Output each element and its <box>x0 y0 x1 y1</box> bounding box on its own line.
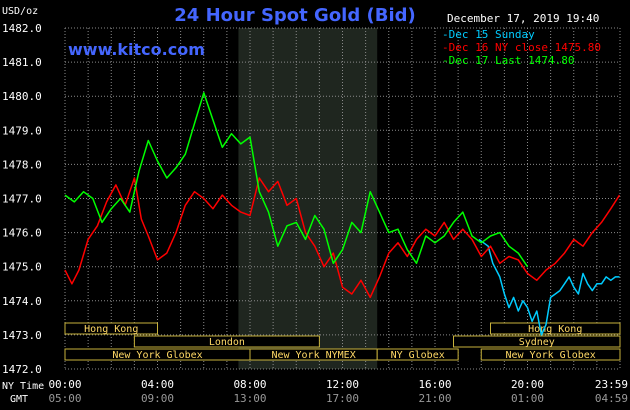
gridlines <box>64 27 621 370</box>
y-unit-label: USD/oz <box>2 6 38 17</box>
session-label: New York NYMEX <box>271 350 355 361</box>
legend-entry: -Dec 17 Last 1474.80 <box>442 54 574 67</box>
session-box <box>376 348 459 361</box>
session-bar: New York Globex <box>64 348 251 361</box>
session-box <box>64 322 158 335</box>
session-box <box>133 335 320 348</box>
y-tick-label: 1478.0 <box>2 158 42 171</box>
x-tick-label-gmt: 04:59 <box>595 392 628 405</box>
market-sessions: Hong Kong Hong Kong London Sydney New York G… <box>64 322 621 361</box>
x-tick-label-ny: 12:00 <box>326 378 359 391</box>
x-tick-label-ny: 23:59 <box>595 378 628 391</box>
y-tick-label: 1480.0 <box>2 90 42 103</box>
session-bar: Hong Kong <box>490 322 621 335</box>
series-line <box>478 238 620 336</box>
y-tick-label: 1472.0 <box>2 363 42 376</box>
date-label: December 17, 2019 19:40 <box>447 12 599 25</box>
y-tick-label: 1477.0 <box>2 193 42 206</box>
y-tick-label: 1474.0 <box>2 295 42 308</box>
series-lines <box>64 92 621 336</box>
session-bar: Sydney <box>453 335 621 348</box>
session-label: NY Globex <box>391 350 445 361</box>
legend-entry: -Dec 15 Sunday <box>442 28 535 41</box>
chart-title: 24 Hour Spot Gold (Bid) <box>174 5 415 26</box>
session-bar: Hong Kong <box>64 322 158 335</box>
session-box <box>480 348 621 361</box>
ny-time-label: NY Time <box>2 381 44 392</box>
y-tick-label: 1479.0 <box>2 124 42 137</box>
gmt-label: GMT <box>10 394 28 405</box>
series-line <box>64 177 621 299</box>
y-axis-ticks: 1472.0 1473.0 1474.0 1475.0 1476.0 1477.0 1478… <box>2 22 42 376</box>
x-tick-label-gmt: 21:00 <box>418 392 451 405</box>
session-bar: New York Globex <box>480 348 621 361</box>
watermark: www.kitco.com <box>68 40 205 59</box>
session-label: Sydney <box>519 337 555 348</box>
x-tick-label-gmt: 09:00 <box>141 392 174 405</box>
session-label: Hong Kong <box>84 324 138 335</box>
y-tick-label: 1475.0 <box>2 261 42 274</box>
legend-entry: -Dec 16 NY close 1475.80 <box>442 41 601 54</box>
x-tick-label-gmt: 05:00 <box>48 392 81 405</box>
legend: -Dec 15 Sunday-Dec 16 NY close 1475.80-D… <box>442 28 601 67</box>
session-bar: London <box>133 335 320 348</box>
y-tick-label: 1481.0 <box>2 56 42 69</box>
series-line <box>64 92 529 268</box>
x-tick-label-ny: 08:00 <box>233 378 266 391</box>
y-tick-label: 1473.0 <box>2 329 42 342</box>
x-tick-label-gmt: 01:00 <box>511 392 544 405</box>
session-label: Hong Kong <box>528 324 582 335</box>
session-label: New York Globex <box>505 350 595 361</box>
session-box <box>490 322 621 335</box>
session-label: London <box>209 337 245 348</box>
x-tick-label-ny: 00:00 <box>48 378 81 391</box>
session-box <box>453 335 621 348</box>
y-tick-label: 1482.0 <box>2 22 42 35</box>
x-tick-label-gmt: 17:00 <box>326 392 359 405</box>
session-bar: NY Globex <box>376 348 459 361</box>
x-tick-label-ny: 04:00 <box>141 378 174 391</box>
x-tick-label-gmt: 13:00 <box>233 392 266 405</box>
x-tick-label-ny: 16:00 <box>418 378 451 391</box>
x-tick-label-ny: 20:00 <box>511 378 544 391</box>
y-tick-label: 1476.0 <box>2 227 42 240</box>
session-label: New York Globex <box>112 350 202 361</box>
session-bar: New York NYMEX <box>249 348 378 361</box>
